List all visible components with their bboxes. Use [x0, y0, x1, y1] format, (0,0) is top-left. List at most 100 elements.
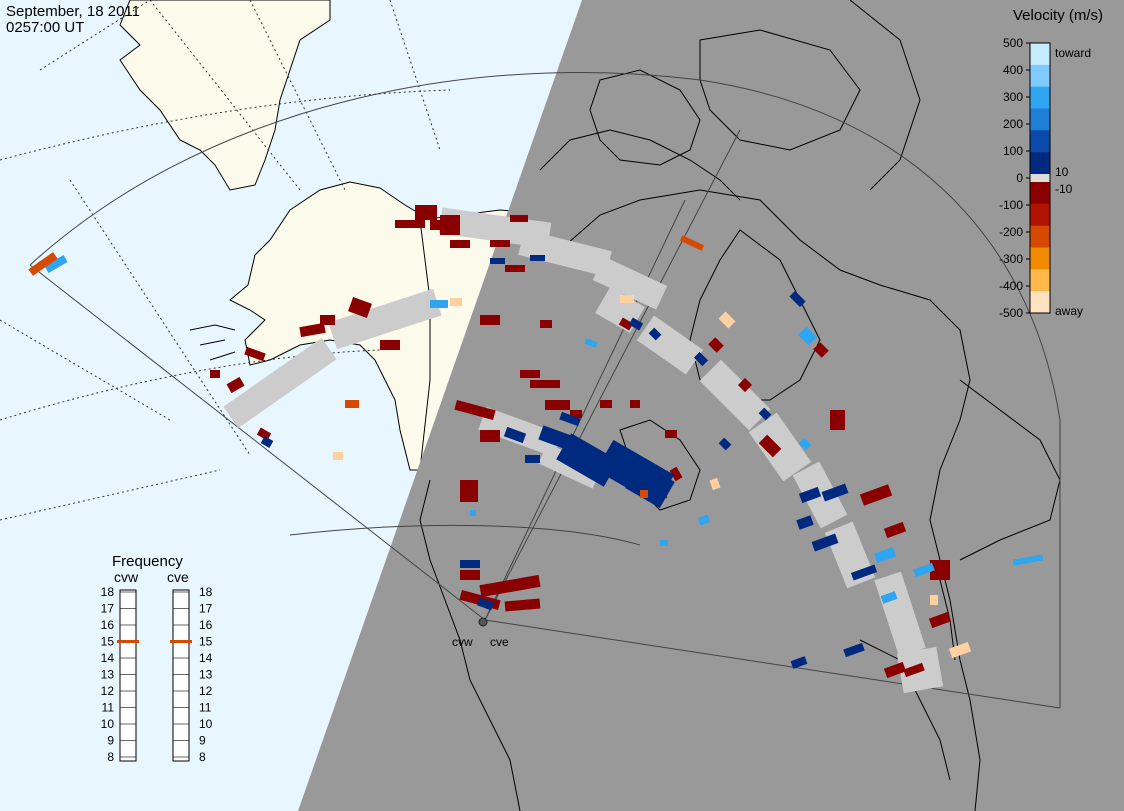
velocity-cell: [320, 315, 335, 325]
velocity-cell: [520, 370, 540, 378]
radar-label-cve: cve: [490, 635, 509, 649]
legend-color-step: [1030, 130, 1050, 153]
velocity-cell: [510, 215, 528, 222]
frequency-radar-cvw: cvw: [114, 569, 139, 585]
velocity-cell: [873, 546, 897, 564]
velocity-cell: [454, 399, 496, 421]
velocity-cell: [948, 641, 972, 659]
velocity-cell: [880, 591, 898, 604]
frequency-scale-box: [119, 589, 137, 762]
frequency-panel: Frequency cvw cve 18 17 16 15 14 13 12 11 10 9 8 18…: [101, 553, 213, 764]
velocity-cell: [333, 452, 343, 460]
frequency-tick-label: 16: [199, 618, 213, 632]
legend-tick-label: -500: [999, 306, 1023, 320]
legend-color-step: [1030, 247, 1050, 270]
legend-ten-label: 10: [1055, 165, 1069, 179]
velocity-cell: [660, 540, 668, 546]
ground-scatter-cell: [699, 359, 771, 431]
time-label: 0257:00 UT: [6, 19, 84, 36]
velocity-cell: [665, 430, 677, 438]
frequency-tick-label: 10: [199, 717, 213, 731]
velocity-cell: [470, 510, 476, 516]
legend-color-step: [1030, 291, 1050, 314]
velocity-cell: [903, 662, 925, 678]
velocity-cell: [648, 327, 662, 341]
velocity-cell: [540, 320, 552, 328]
frequency-tick-label: 14: [101, 651, 115, 665]
velocity-cell: [530, 380, 560, 388]
velocity-cell: [758, 407, 772, 421]
velocity-cell: [883, 521, 907, 539]
legend-away-label: away: [1055, 304, 1083, 318]
velocity-legend: Velocity (m/s) toward 10 -10 away 500 400…: [999, 7, 1103, 320]
velocity-cell: [821, 483, 849, 502]
velocity-cell: [928, 611, 952, 629]
legend-tick-label: 500: [1003, 36, 1023, 50]
velocity-cell: [913, 562, 935, 578]
velocity-cell: [883, 661, 907, 679]
legend-color-step: [1030, 269, 1050, 292]
velocity-cell: [503, 426, 527, 444]
velocity-cell: [630, 400, 640, 408]
legend-tick-label: 200: [1003, 117, 1023, 131]
frequency-tick-label: 16: [101, 618, 115, 632]
velocity-cell: [256, 427, 272, 441]
velocity-cell: [718, 437, 732, 451]
ground-scatter-cell: [328, 288, 442, 350]
legend-color-step: [1030, 64, 1050, 88]
velocity-cell: [737, 377, 753, 393]
legend-color-step: [1030, 43, 1050, 66]
legend-color-step: [1030, 108, 1050, 131]
velocity-cell: [380, 340, 400, 350]
frequency-tick-label: 12: [101, 684, 115, 698]
velocity-cell: [843, 642, 865, 658]
frequency-tick-label: 9: [199, 734, 206, 748]
velocity-cell: [505, 265, 525, 272]
velocity-cell: [640, 490, 648, 498]
ground-scatter-cell: [518, 229, 612, 277]
legend-tick-label: 0: [1016, 171, 1023, 185]
legend-color-step: [1030, 225, 1050, 248]
velocity-cell: [450, 298, 462, 306]
legend-color-step: [1030, 182, 1050, 205]
velocity-cell: [625, 462, 675, 508]
frequency-tick-label: 11: [199, 701, 212, 715]
velocity-cell: [930, 560, 950, 580]
velocity-cell: [28, 252, 58, 276]
legend-color-step: [1030, 86, 1050, 109]
frequency-tick-label: 18: [199, 585, 213, 599]
velocity-cell: [708, 337, 724, 353]
legend-neutral-step: [1030, 174, 1050, 182]
velocity-cell: [210, 370, 220, 378]
legend-tick-label: -200: [999, 225, 1023, 239]
velocity-cell: [811, 533, 839, 552]
velocity-cell: [628, 317, 644, 331]
legend-color-step: [1030, 203, 1050, 227]
radar-site-marker: [478, 617, 488, 627]
velocity-cell: [460, 560, 480, 568]
velocity-cell: [620, 295, 634, 303]
velocity-cell: [790, 656, 808, 669]
velocity-cell: [830, 410, 845, 430]
frequency-tick-label: 13: [101, 668, 115, 682]
ground-scatter-cell: [223, 337, 337, 429]
velocity-cell: [299, 322, 326, 338]
velocity-cell: [244, 346, 266, 362]
frequency-tick-label: 8: [199, 750, 206, 764]
frequency-tick-label: 18: [101, 585, 115, 599]
velocity-cell: [260, 436, 274, 448]
velocity-cell: [525, 455, 540, 463]
velocity-cell: [798, 486, 822, 504]
velocity-cell: [538, 425, 572, 450]
velocity-cell: [709, 477, 721, 491]
velocity-cell: [798, 437, 812, 451]
velocity-cell: [850, 564, 878, 581]
velocity-cell: [758, 434, 782, 458]
frequency-tick-label: 14: [199, 651, 213, 665]
frequency-tick-label: 11: [102, 701, 115, 715]
velocity-cell: [395, 220, 425, 228]
ground-scatter-cell: [592, 256, 668, 310]
graticule: [0, 0, 451, 521]
velocity-cell: [348, 297, 372, 318]
